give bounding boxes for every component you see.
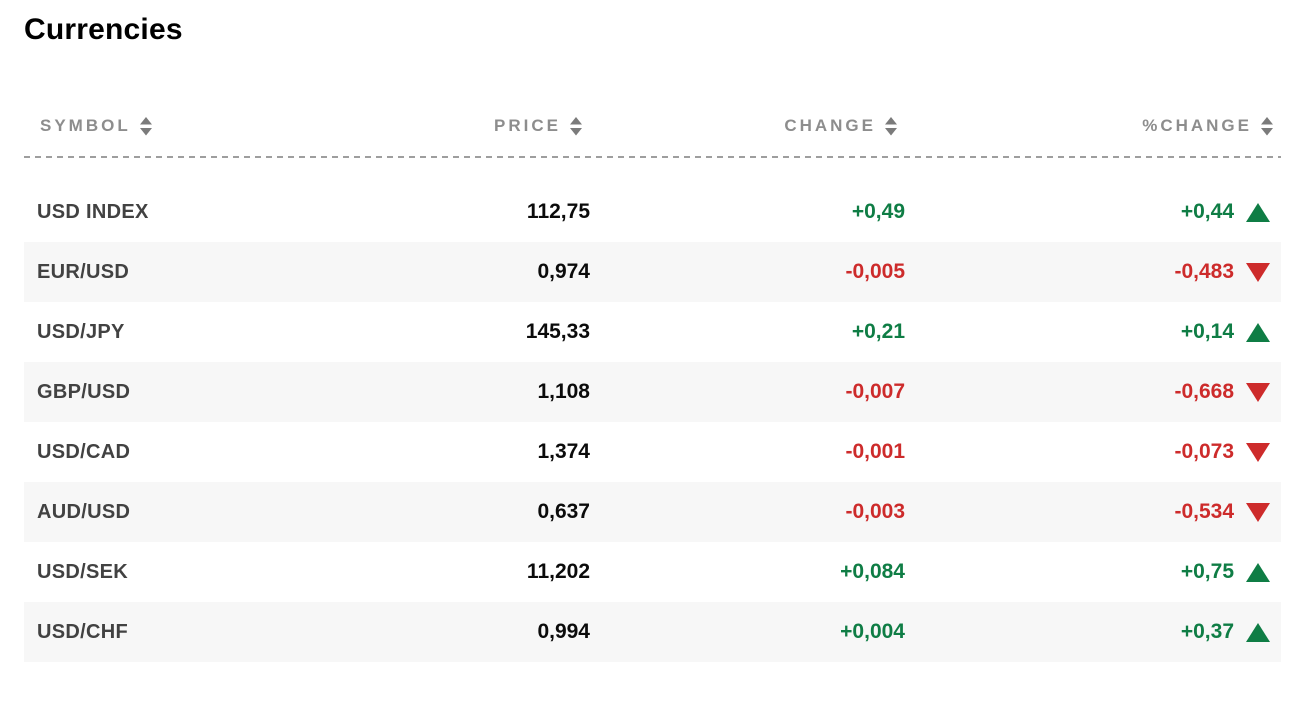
column-header-pct-change[interactable]: %CHANGE xyxy=(905,116,1281,136)
price-cell: 112,75 xyxy=(526,200,590,223)
column-header-symbol[interactable]: SYMBOL xyxy=(24,116,324,136)
triangle-down-icon xyxy=(1246,262,1270,282)
pct-change-value: -0,668 xyxy=(1174,380,1234,403)
table-row[interactable]: EUR/USD 0,974 -0,005 -0,483 xyxy=(24,242,1281,302)
symbol-cell[interactable]: AUD/USD xyxy=(37,500,131,523)
currency-table-body: USD INDEX 112,75 +0,49 +0,44 EUR/USD 0,974 -0,… xyxy=(24,182,1281,662)
page-title: Currencies xyxy=(24,13,183,46)
triangle-up-icon xyxy=(1246,202,1270,222)
pct-change-value: +0,14 xyxy=(1180,320,1234,343)
column-header-change[interactable]: CHANGE xyxy=(590,116,905,136)
symbol-cell[interactable]: USD/CAD xyxy=(37,440,131,463)
change-cell: +0,004 xyxy=(840,620,905,643)
symbol-cell[interactable]: GBP/USD xyxy=(37,380,131,403)
pct-change-value: -0,483 xyxy=(1174,260,1234,283)
column-header-price[interactable]: PRICE xyxy=(324,116,590,136)
pct-change-value: -0,534 xyxy=(1174,500,1234,523)
symbol-cell[interactable]: USD/JPY xyxy=(37,320,125,343)
symbol-cell[interactable]: USD/CHF xyxy=(37,620,128,643)
change-cell: +0,084 xyxy=(840,560,905,583)
pct-change-cell: -0,073 xyxy=(905,440,1281,464)
pct-change-value: +0,44 xyxy=(1180,200,1234,223)
sort-arrows-icon[interactable] xyxy=(570,116,582,136)
symbol-cell[interactable]: USD/SEK xyxy=(37,560,129,583)
triangle-up-icon xyxy=(1246,562,1270,582)
pct-change-value: +0,75 xyxy=(1180,560,1234,583)
pct-change-cell: +0,14 xyxy=(905,320,1281,344)
sort-arrows-icon[interactable] xyxy=(139,116,152,136)
column-header-pct-change-label: %CHANGE xyxy=(1142,116,1252,135)
triangle-down-icon xyxy=(1246,382,1270,402)
pct-change-cell: +0,75 xyxy=(905,560,1281,584)
pct-change-cell: -0,483 xyxy=(905,260,1281,284)
triangle-up-icon xyxy=(1246,622,1270,642)
table-row[interactable]: AUD/USD 0,637 -0,003 -0,534 xyxy=(24,482,1281,542)
sort-arrows-icon[interactable] xyxy=(1261,116,1273,136)
table-row[interactable]: USD/CHF 0,994 +0,004 +0,37 xyxy=(24,602,1281,662)
triangle-up-icon xyxy=(1246,322,1270,342)
header-divider xyxy=(24,156,1281,158)
pct-change-value: +0,37 xyxy=(1180,620,1234,643)
change-cell: +0,49 xyxy=(851,200,905,223)
table-header-row: SYMBOL PRICE CHANGE %CHANGE xyxy=(24,108,1281,144)
table-row[interactable]: GBP/USD 1,108 -0,007 -0,668 xyxy=(24,362,1281,422)
change-cell: +0,21 xyxy=(851,320,905,343)
pct-change-cell: +0,37 xyxy=(905,620,1281,644)
change-cell: -0,007 xyxy=(845,380,905,403)
pct-change-cell: -0,668 xyxy=(905,380,1281,404)
change-cell: -0,005 xyxy=(845,260,905,283)
pct-change-cell: +0,44 xyxy=(905,200,1281,224)
price-cell: 1,374 xyxy=(537,440,590,463)
change-cell: -0,003 xyxy=(845,500,905,523)
triangle-down-icon xyxy=(1246,442,1270,462)
column-header-price-label: PRICE xyxy=(494,116,561,135)
pct-change-cell: -0,534 xyxy=(905,500,1281,524)
currencies-table: SYMBOL PRICE CHANGE %CHANGE USD INDEX 112… xyxy=(24,108,1281,662)
triangle-down-icon xyxy=(1246,502,1270,522)
price-cell: 11,202 xyxy=(526,560,590,583)
table-row[interactable]: USD/CAD 1,374 -0,001 -0,073 xyxy=(24,422,1281,482)
pct-change-value: -0,073 xyxy=(1174,440,1234,463)
symbol-cell[interactable]: USD INDEX xyxy=(37,200,149,223)
column-header-symbol-label: SYMBOL xyxy=(40,116,131,135)
column-header-change-label: CHANGE xyxy=(784,116,876,135)
change-cell: -0,001 xyxy=(845,440,905,463)
sort-arrows-icon[interactable] xyxy=(885,116,897,136)
price-cell: 0,974 xyxy=(537,260,590,283)
price-cell: 1,108 xyxy=(537,380,590,403)
table-row[interactable]: USD/SEK 11,202 +0,084 +0,75 xyxy=(24,542,1281,602)
price-cell: 0,994 xyxy=(537,620,590,643)
price-cell: 145,33 xyxy=(525,320,590,343)
price-cell: 0,637 xyxy=(537,500,590,523)
symbol-cell[interactable]: EUR/USD xyxy=(37,260,130,283)
table-row[interactable]: USD INDEX 112,75 +0,49 +0,44 xyxy=(24,182,1281,242)
table-row[interactable]: USD/JPY 145,33 +0,21 +0,14 xyxy=(24,302,1281,362)
